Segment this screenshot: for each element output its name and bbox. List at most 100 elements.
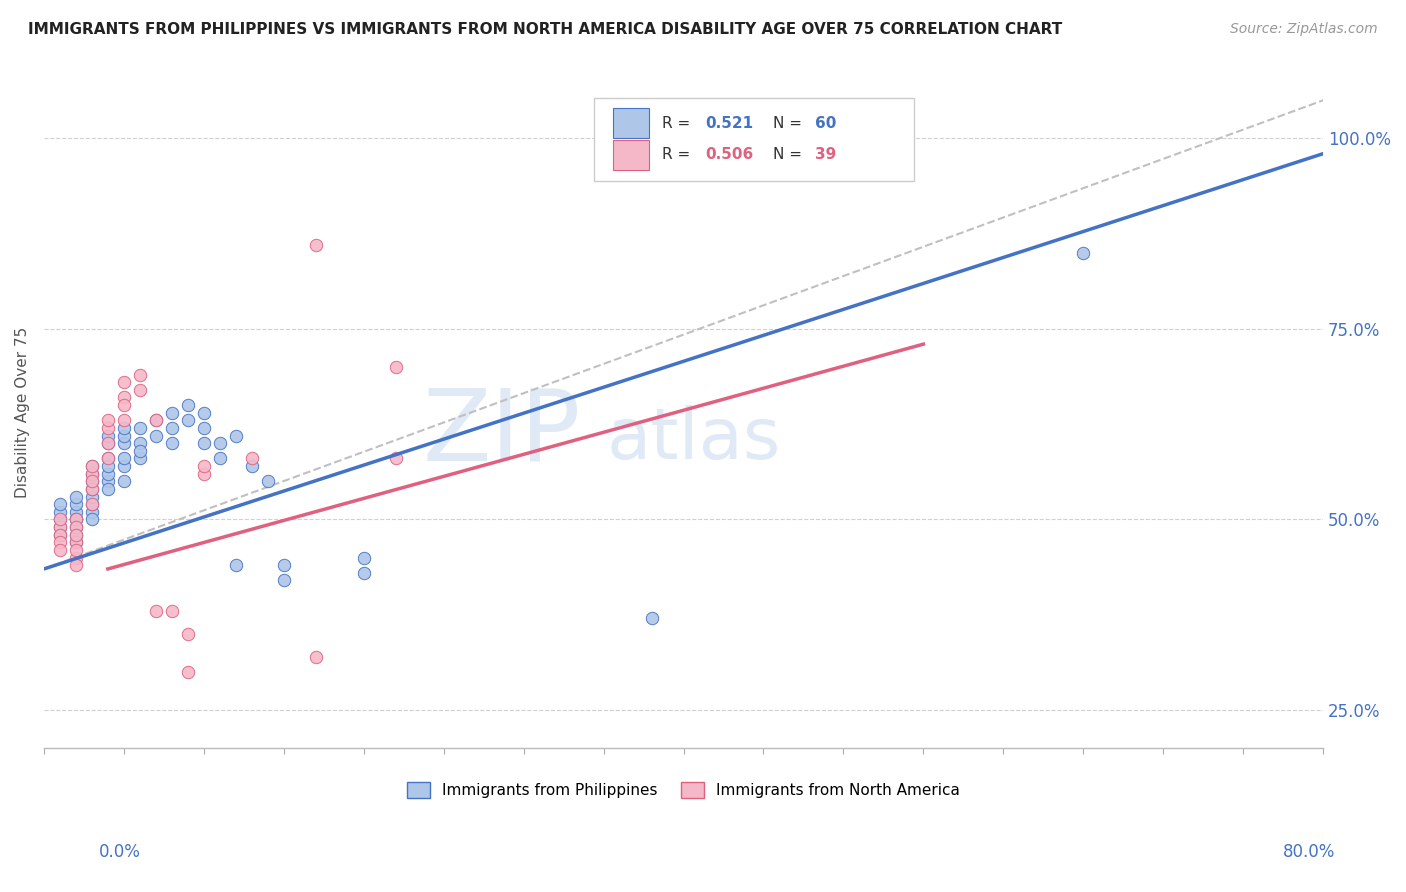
Text: atlas: atlas xyxy=(607,405,782,474)
Point xyxy=(97,467,120,481)
Point xyxy=(240,459,263,474)
Point xyxy=(353,550,375,565)
Point xyxy=(65,490,87,504)
Point xyxy=(65,535,87,549)
Point xyxy=(193,421,215,435)
Point xyxy=(160,406,183,420)
Point xyxy=(145,428,167,442)
Point xyxy=(80,467,103,481)
Point xyxy=(112,376,135,390)
Point xyxy=(225,558,247,573)
Point xyxy=(273,574,295,588)
Point xyxy=(80,482,103,496)
Point xyxy=(112,398,135,412)
Point xyxy=(49,527,72,541)
Point xyxy=(97,421,120,435)
Text: ZIP: ZIP xyxy=(423,384,581,482)
Legend: Immigrants from Philippines, Immigrants from North America: Immigrants from Philippines, Immigrants … xyxy=(401,776,966,804)
Point xyxy=(80,459,103,474)
Point xyxy=(305,649,328,664)
Point xyxy=(128,421,150,435)
Point xyxy=(256,475,278,489)
Point xyxy=(65,505,87,519)
Point xyxy=(225,428,247,442)
Point xyxy=(112,428,135,442)
Point xyxy=(112,391,135,405)
Point xyxy=(97,436,120,450)
Point xyxy=(49,505,72,519)
Text: 0.0%: 0.0% xyxy=(98,843,141,861)
Point xyxy=(353,566,375,580)
Point xyxy=(97,475,120,489)
Point xyxy=(128,451,150,466)
Point xyxy=(193,459,215,474)
Point xyxy=(49,497,72,511)
Point xyxy=(112,475,135,489)
Point xyxy=(112,436,135,450)
Point xyxy=(177,413,200,427)
Point xyxy=(49,527,72,541)
Point xyxy=(384,359,406,374)
Point xyxy=(240,451,263,466)
Text: 39: 39 xyxy=(815,147,837,162)
Point xyxy=(112,413,135,427)
Point xyxy=(80,490,103,504)
Point xyxy=(49,512,72,526)
Text: N =: N = xyxy=(773,147,807,162)
Point xyxy=(145,413,167,427)
Text: 0.506: 0.506 xyxy=(706,147,754,162)
Point xyxy=(65,550,87,565)
Point xyxy=(128,443,150,458)
Point xyxy=(112,459,135,474)
Point xyxy=(128,368,150,382)
Text: 0.521: 0.521 xyxy=(706,116,754,130)
Point xyxy=(160,604,183,618)
Point xyxy=(65,527,87,541)
Point xyxy=(177,665,200,679)
Text: IMMIGRANTS FROM PHILIPPINES VS IMMIGRANTS FROM NORTH AMERICA DISABILITY AGE OVER: IMMIGRANTS FROM PHILIPPINES VS IMMIGRANT… xyxy=(28,22,1063,37)
Point xyxy=(145,413,167,427)
Point xyxy=(65,520,87,534)
Y-axis label: Disability Age Over 75: Disability Age Over 75 xyxy=(15,327,30,499)
Point xyxy=(305,238,328,252)
Point xyxy=(49,542,72,557)
Point xyxy=(97,459,120,474)
Point xyxy=(1071,245,1094,260)
Point xyxy=(97,428,120,442)
Point xyxy=(65,535,87,549)
Point xyxy=(65,512,87,526)
Point xyxy=(80,482,103,496)
Point xyxy=(65,512,87,526)
Point xyxy=(80,467,103,481)
Point xyxy=(65,527,87,541)
Text: Source: ZipAtlas.com: Source: ZipAtlas.com xyxy=(1230,22,1378,37)
Point xyxy=(97,451,120,466)
Point xyxy=(65,520,87,534)
Point xyxy=(65,558,87,573)
Text: R =: R = xyxy=(662,147,695,162)
Point xyxy=(49,512,72,526)
Point xyxy=(177,398,200,412)
Point xyxy=(97,436,120,450)
Point xyxy=(273,558,295,573)
Point xyxy=(128,383,150,397)
Point xyxy=(177,626,200,640)
Text: N =: N = xyxy=(773,116,807,130)
Point xyxy=(80,497,103,511)
FancyBboxPatch shape xyxy=(613,108,650,138)
Point xyxy=(80,505,103,519)
Point xyxy=(49,520,72,534)
Text: 80.0%: 80.0% xyxy=(1284,843,1336,861)
Point xyxy=(160,436,183,450)
FancyBboxPatch shape xyxy=(593,97,914,181)
Point xyxy=(208,451,231,466)
Point xyxy=(49,520,72,534)
Point xyxy=(65,512,87,526)
Point xyxy=(112,421,135,435)
Point xyxy=(49,535,72,549)
Point xyxy=(80,512,103,526)
Point xyxy=(65,542,87,557)
Point xyxy=(65,497,87,511)
Point xyxy=(208,436,231,450)
Point xyxy=(80,475,103,489)
